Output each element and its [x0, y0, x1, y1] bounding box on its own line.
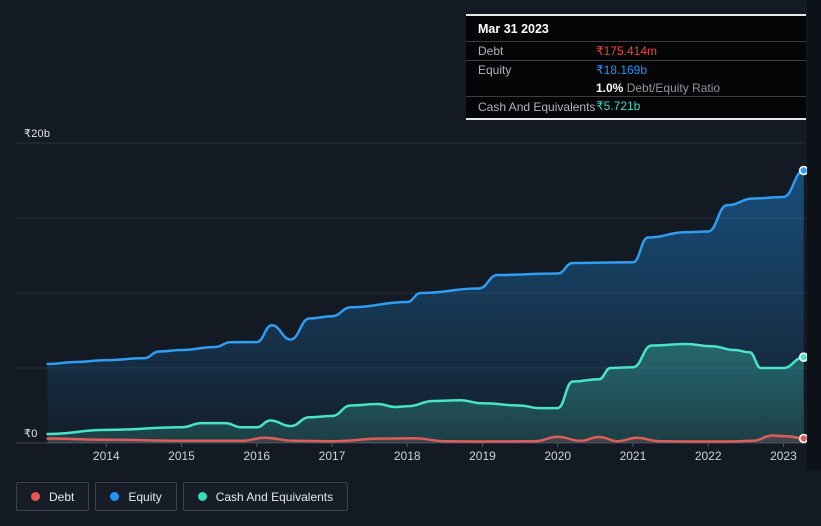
line-debt	[46, 434, 805, 443]
x-axis-label: 2022	[694, 449, 722, 463]
legend-item-equity[interactable]: Equity	[95, 482, 177, 511]
tooltip-cash-label: Cash And Equivalents	[478, 100, 596, 114]
legend-cash-label: Cash And Equivalents	[215, 489, 334, 504]
x-axis-label: 2016	[243, 449, 271, 463]
debt-dot-icon	[31, 492, 40, 501]
legend-item-debt[interactable]: Debt	[16, 482, 90, 511]
tooltip-equity-label: Equity	[478, 63, 512, 77]
x-axis-label: 2019	[469, 449, 496, 463]
legend-debt-label: Debt	[49, 489, 75, 504]
x-axis-label: 2020	[544, 449, 572, 463]
chart-legend: Debt Equity Cash And Equivalents	[16, 482, 349, 511]
cash-dot-icon	[197, 492, 207, 501]
tooltip-equity-value: ₹18.169b	[596, 63, 648, 77]
tooltip-row-equity: Equity ₹18.169b	[466, 60, 806, 79]
tooltip-row-ratio: 1.0% Debt/Equity Ratio	[466, 79, 806, 96]
legend-equity-label: Equity	[128, 489, 162, 504]
equity-dot-icon	[110, 492, 120, 501]
tooltip-cash-value: ₹5.721b	[596, 99, 641, 113]
tooltip-row-cash: Cash And Equivalents ₹5.721b	[466, 96, 806, 118]
y-axis-label: ₹20b	[24, 128, 51, 140]
tooltip-ratio-pct: 1.0%	[596, 81, 624, 95]
x-axis-label: 2021	[619, 449, 647, 463]
tooltip-date: Mar 31 2023	[478, 22, 549, 36]
y-axis-label: ₹0	[24, 428, 38, 440]
tooltip-row-debt: Debt ₹175.414m	[466, 41, 806, 60]
tooltip-debt-value: ₹175.414m	[596, 44, 658, 58]
line-cash-and-equivalents	[46, 342, 805, 436]
chart-future-strip	[806, 0, 821, 470]
x-axis-label: 2023	[770, 449, 797, 463]
x-axis-label: 2017	[318, 449, 346, 463]
x-axis-label: 2018	[393, 449, 421, 463]
x-axis-label: 2014	[92, 449, 120, 463]
tooltip-debt-label: Debt	[478, 44, 504, 58]
legend-item-cash[interactable]: Cash And Equivalents	[182, 482, 349, 511]
tooltip-ratio: 1.0% Debt/Equity Ratio	[596, 81, 720, 95]
line-equity	[46, 169, 805, 366]
x-axis-label: 2015	[168, 449, 195, 463]
tooltip-ratio-text: Debt/Equity Ratio	[626, 81, 721, 95]
chart-tooltip: Mar 31 2023 Debt ₹175.414m Equity ₹18.16…	[466, 14, 806, 120]
